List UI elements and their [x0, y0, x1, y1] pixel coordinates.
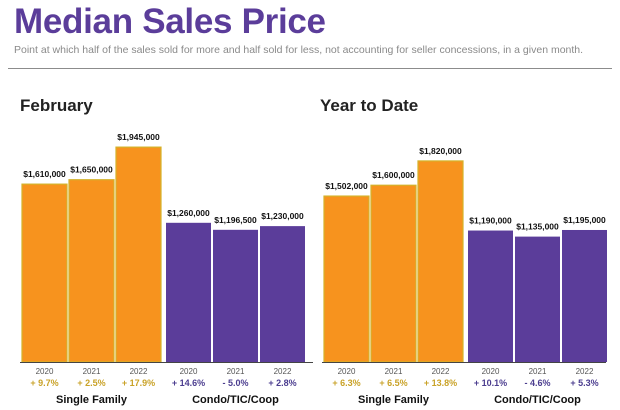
percent-change-label: + 2.5%	[77, 378, 105, 388]
year-tick-label: 2020	[36, 367, 54, 376]
bar-value-label: $1,610,000	[23, 169, 66, 179]
group-label: Condo/TIC/Coop	[494, 394, 581, 406]
percent-change-label: - 5.0%	[222, 378, 248, 388]
year-tick-label: 2022	[130, 367, 148, 376]
percent-change-label: + 13.8%	[424, 378, 457, 388]
percent-change-label: + 9.7%	[30, 378, 58, 388]
percent-change-label: - 4.6%	[524, 378, 550, 388]
group-label: Condo/TIC/Coop	[192, 394, 279, 406]
year-tick-label: 2020	[180, 367, 198, 376]
year-tick-label: 2022	[274, 367, 292, 376]
percent-change-label: + 10.1%	[474, 378, 507, 388]
year-tick-label: 2020	[338, 367, 356, 376]
page-title: Median Sales Price	[14, 2, 326, 41]
bar-value-label: $1,820,000	[419, 146, 462, 156]
percent-change-label: + 2.8%	[268, 378, 296, 388]
bar-value-label: $1,135,000	[516, 222, 559, 232]
condo-bar-2020	[166, 222, 211, 362]
group-label: Single Family	[358, 394, 430, 406]
condo-bar-2022	[260, 226, 305, 362]
condo-bar-2022	[562, 229, 607, 362]
condo-bar-2021	[213, 229, 258, 362]
bar-value-label: $1,230,000	[261, 211, 304, 221]
bar-value-label: $1,195,000	[563, 215, 606, 225]
year-tick-label: 2022	[576, 367, 594, 376]
single-family-bar-2022	[115, 146, 162, 363]
year-tick-label: 2021	[385, 367, 403, 376]
february-panel-title: February	[20, 96, 93, 115]
bar-value-label: $1,650,000	[70, 165, 113, 175]
condo-bar-2021	[515, 236, 560, 362]
bar-value-label: $1,190,000	[469, 216, 512, 226]
bar-value-label: $1,600,000	[372, 170, 415, 180]
percent-change-label: + 14.6%	[172, 378, 205, 388]
title-divider	[8, 68, 612, 69]
bar-value-label: $1,260,000	[167, 208, 210, 218]
year-tick-label: 2021	[529, 367, 547, 376]
year-tick-label: 2021	[83, 367, 101, 376]
group-label: Single Family	[56, 394, 128, 406]
single-family-bar-2021	[370, 184, 417, 363]
single-family-bar-2022	[417, 160, 464, 363]
single-family-bar-2020	[323, 195, 370, 363]
percent-change-label: + 5.3%	[570, 378, 598, 388]
single-family-bar-2021	[68, 179, 115, 363]
year-tick-label: 2020	[482, 367, 500, 376]
percent-change-label: + 17.9%	[122, 378, 155, 388]
condo-bar-2020	[468, 230, 513, 362]
year-tick-label: 2022	[432, 367, 450, 376]
bar-value-label: $1,196,500	[214, 215, 257, 225]
percent-change-label: + 6.5%	[379, 378, 407, 388]
ytd-panel-title: Year to Date	[320, 96, 419, 115]
bar-value-label: $1,945,000	[117, 132, 160, 142]
year-tick-label: 2021	[227, 367, 245, 376]
page-subtitle: Point at which half of the sales sold fo…	[14, 44, 584, 56]
bar-value-label: $1,502,000	[325, 181, 368, 191]
percent-change-label: + 6.3%	[332, 378, 360, 388]
